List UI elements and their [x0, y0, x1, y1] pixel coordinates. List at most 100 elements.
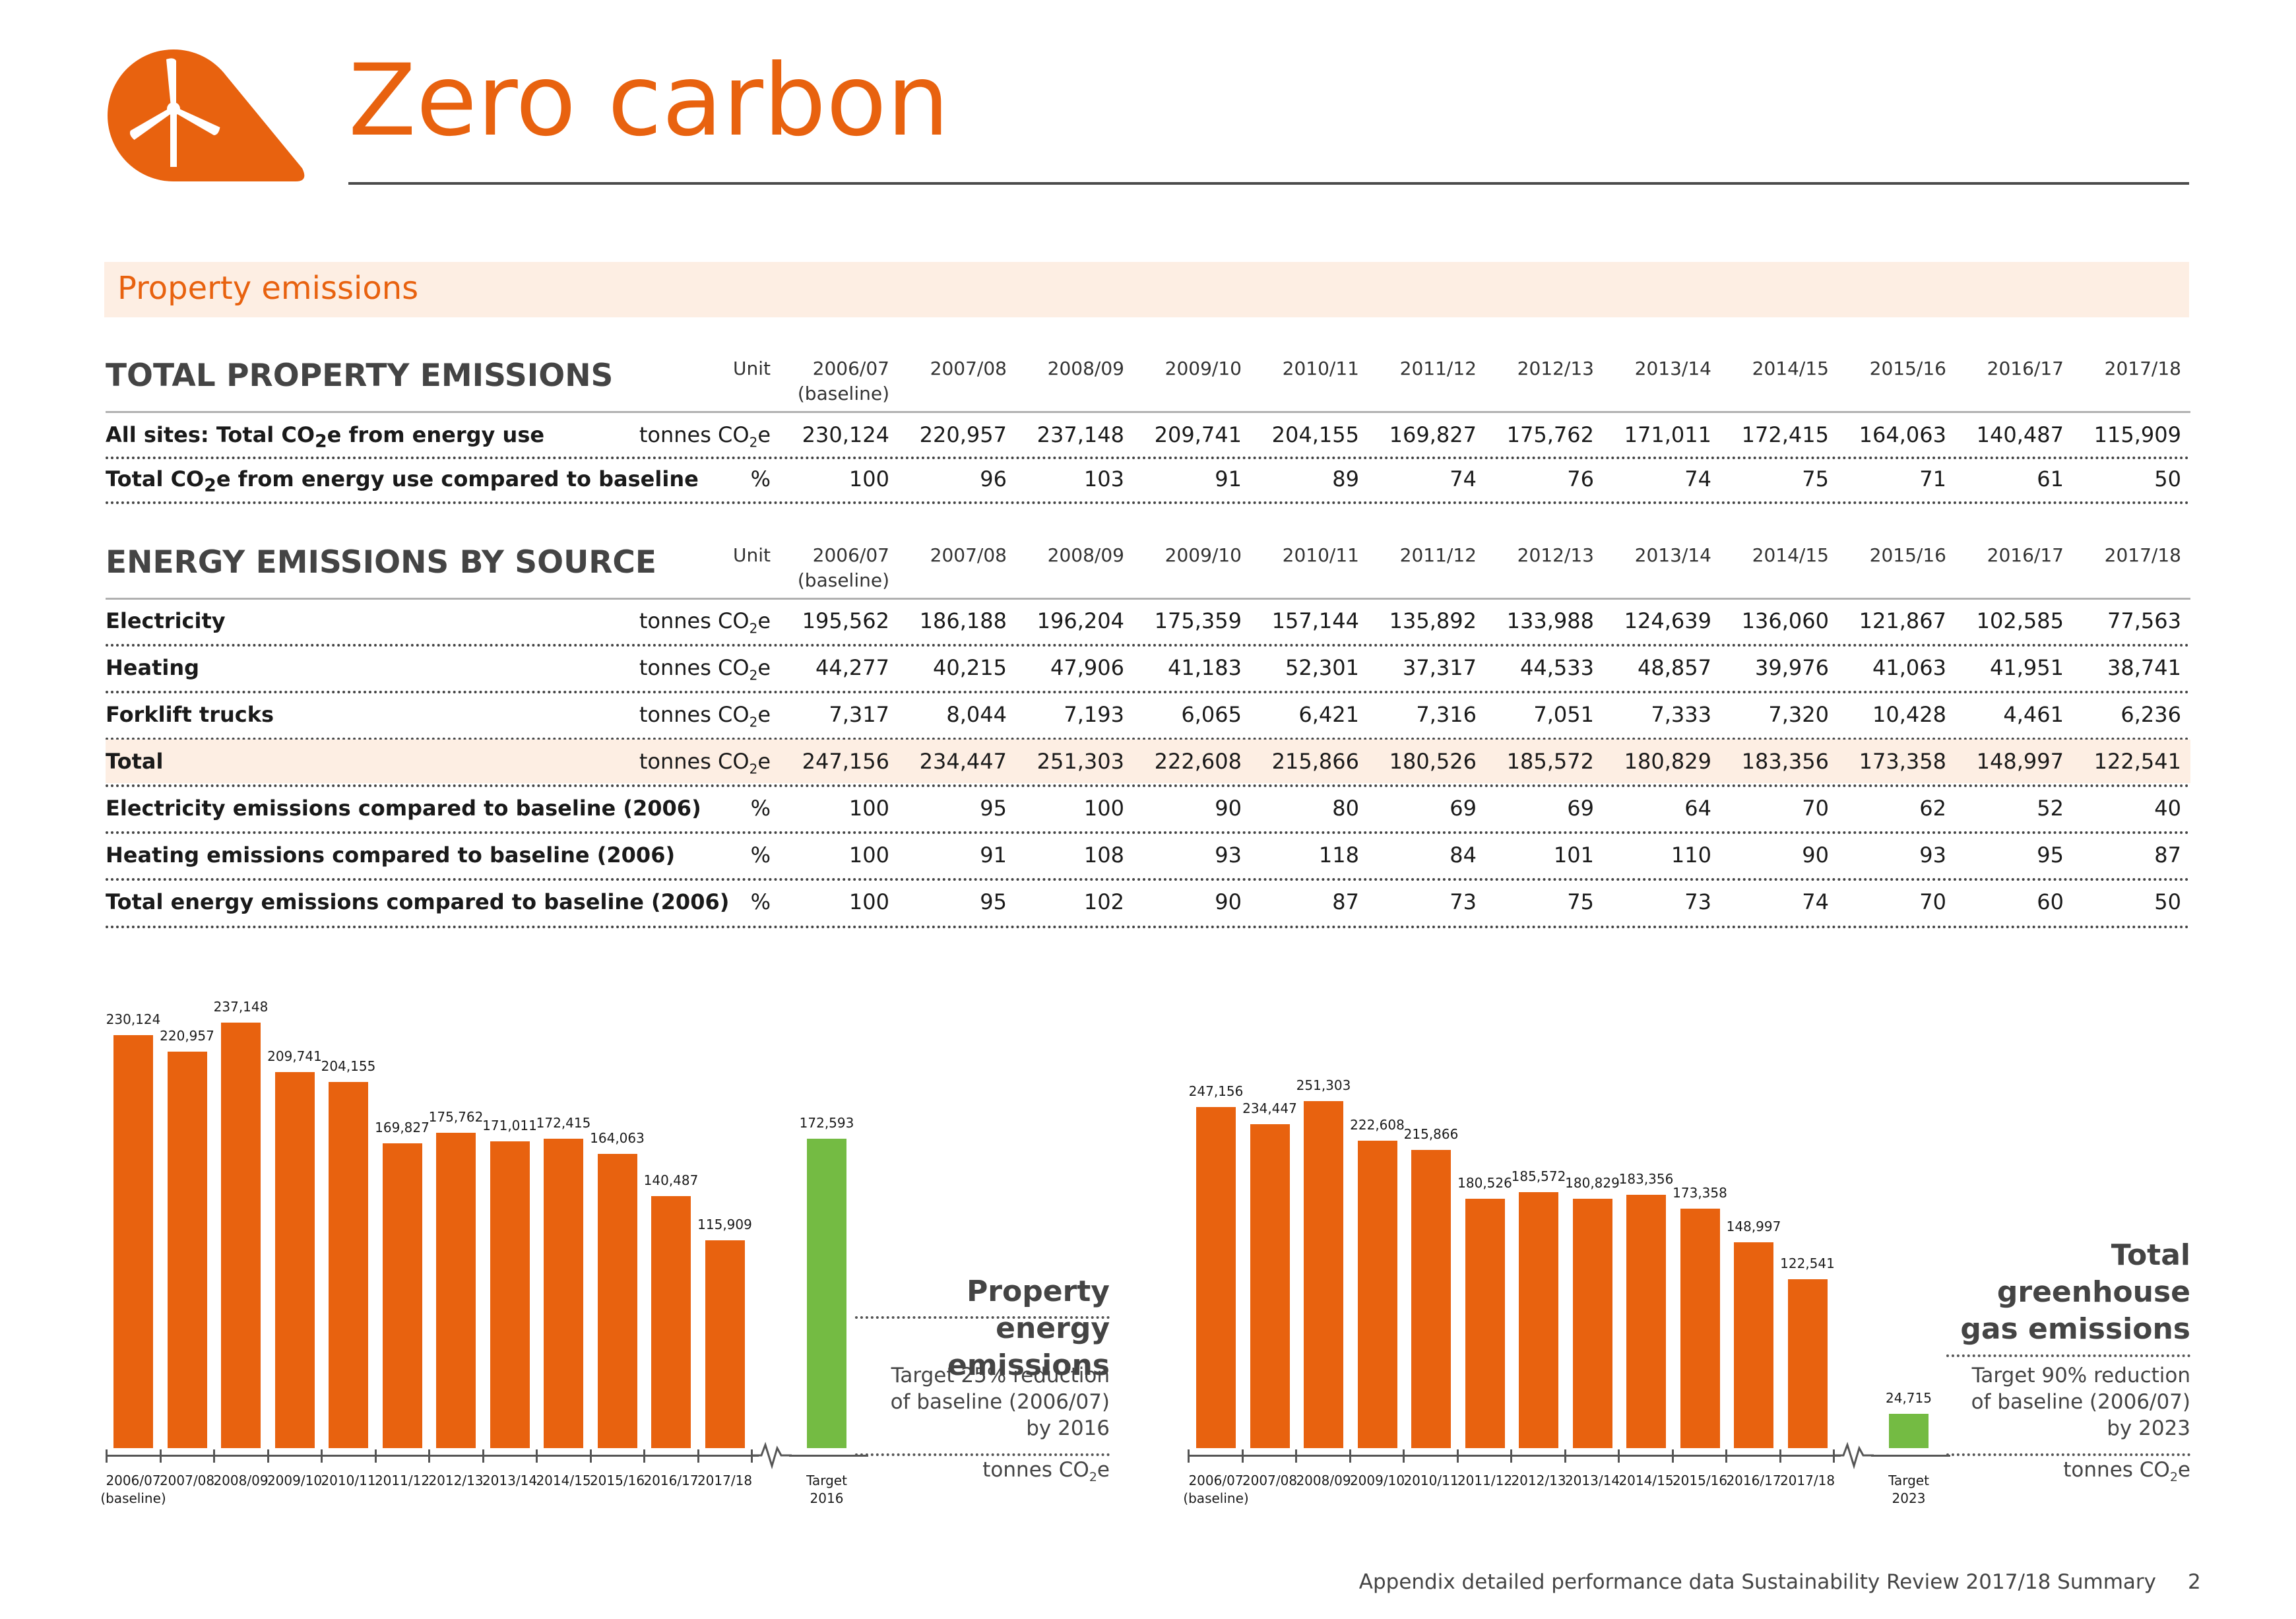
chart-bar	[221, 1023, 261, 1448]
bar-value-label: 215,866	[1403, 1126, 1459, 1143]
table-cell: 169,827	[1389, 422, 1477, 447]
x-tick	[428, 1449, 430, 1463]
x-axis	[1188, 1455, 1841, 1457]
table-cell: 71	[1919, 466, 1946, 492]
table-cell: 39,976	[1755, 655, 1829, 680]
row-divider	[106, 691, 2190, 693]
table-cell: 69	[1567, 796, 1594, 821]
table-title: TOTAL PROPERTY EMISSIONS	[106, 358, 614, 394]
table-cell: 180,526	[1389, 749, 1477, 774]
row-label: Total	[106, 749, 164, 774]
year-header: 2014/15	[1752, 544, 1829, 566]
page-title: Zero carbon	[348, 44, 949, 158]
table-cell: 102,585	[1976, 608, 2064, 633]
bar-value-label: 180,526	[1457, 1175, 1512, 1191]
bar-value-label: 173,358	[1673, 1185, 1727, 1201]
year-header: 2013/14	[1634, 358, 1711, 379]
bar-value-label: 148,997	[1726, 1219, 1781, 1235]
year-header: 2007/08	[930, 544, 1007, 566]
table-cell: 7,317	[829, 702, 889, 727]
x-tick	[697, 1449, 699, 1463]
table-cell: 133,988	[1506, 608, 1594, 633]
bar-value-label: 222,608	[1350, 1117, 1405, 1133]
table-cell: 121,867	[1859, 608, 1946, 633]
section-title: Property emissions	[117, 270, 419, 307]
chart-bar	[651, 1195, 691, 1448]
table-cell: 122,541	[2093, 749, 2181, 774]
x-tick-label: 2013/14	[482, 1473, 538, 1488]
table-cell: 95	[980, 796, 1007, 821]
chart-bar	[1411, 1150, 1451, 1448]
bar-value-label: 220,957	[160, 1028, 214, 1044]
year-header: 2012/13	[1517, 544, 1594, 566]
row-divider	[106, 784, 2190, 787]
table-cell: 7,051	[1533, 702, 1594, 727]
unit-divider	[855, 1453, 1110, 1456]
x-tick-label: 2015/16	[589, 1473, 645, 1488]
chart-description: Target 90% reduction of baseline (2006/0…	[1971, 1364, 2190, 1440]
row-unit: tonnes CO2e	[639, 702, 771, 730]
x-tick	[1295, 1449, 1297, 1463]
target-value-label: 24,715	[1886, 1390, 1932, 1407]
x-tick-label: 2012/13	[1511, 1473, 1566, 1488]
chart-bar	[1196, 1106, 1236, 1448]
table-cell: 70	[1802, 796, 1829, 821]
table-cell: 93	[1215, 842, 1242, 868]
x-tick	[643, 1449, 645, 1463]
table-title: ENERGY EMISSIONS BY SOURCE	[106, 544, 657, 581]
table-cell: 6,421	[1298, 702, 1359, 727]
table-cell: 50	[2154, 889, 2181, 914]
row-unit: tonnes CO2e	[639, 608, 771, 637]
table-cell: 52	[2037, 796, 2064, 821]
x-tick	[1779, 1449, 1781, 1463]
table-cell: 215,866	[1271, 749, 1359, 774]
table-cell: 100	[848, 796, 889, 821]
bar-value-label: 237,148	[213, 999, 269, 1015]
chart-unit: tonnes CO2e	[2063, 1458, 2190, 1485]
row-unit: %	[750, 889, 771, 914]
row-divider	[106, 738, 2190, 740]
table-cell: 41,063	[1872, 655, 1946, 680]
chart-bar	[113, 1035, 153, 1448]
row-divider	[106, 501, 2190, 504]
x-tick-label: 2011/12	[374, 1473, 430, 1488]
chart-bar	[382, 1143, 422, 1448]
x-axis-target	[789, 1455, 868, 1457]
table-cell: 180,829	[1624, 749, 1711, 774]
table-cell: 87	[1332, 889, 1359, 914]
table-cell: 157,144	[1271, 608, 1359, 633]
table-cell: 87	[2154, 842, 2181, 868]
table-cell: 100	[1083, 796, 1124, 821]
x-tick-label: 2009/10	[1349, 1473, 1405, 1488]
axis-break	[752, 1442, 792, 1470]
chart-bar	[274, 1071, 315, 1448]
year-header: 2015/16	[1869, 358, 1946, 379]
table-cell: 183,356	[1741, 749, 1829, 774]
table-cell: 100	[848, 466, 889, 492]
row-unit: %	[750, 842, 771, 868]
table-cell: 75	[1802, 466, 1829, 492]
footer-text: Appendix detailed performance data Susta…	[1358, 1570, 2156, 1594]
x-tick	[1241, 1449, 1244, 1463]
x-tick-label: 2012/13	[428, 1473, 484, 1488]
table-cell: 6,236	[2121, 702, 2181, 727]
x-tick-label: 2010/11	[1403, 1473, 1459, 1488]
row-unit: tonnes CO2e	[639, 655, 771, 683]
bar-value-label: 175,762	[428, 1108, 484, 1125]
chart-bar	[1572, 1198, 1612, 1448]
year-header: 2011/12	[1399, 358, 1477, 379]
wind-turbine-icon	[108, 49, 305, 181]
row-divider	[106, 926, 2190, 928]
table-cell: 115,909	[2093, 422, 2181, 447]
table-cell: 101	[1553, 842, 1594, 868]
table-cell: 89	[1332, 466, 1359, 492]
table-cell: 41,183	[1168, 655, 1242, 680]
table-cell: 76	[1567, 466, 1594, 492]
table-cell: 4,461	[2003, 702, 2064, 727]
table-cell: 251,303	[1036, 749, 1124, 774]
x-tick-label: 2008/09	[213, 1473, 269, 1488]
bar-value-label: 204,155	[321, 1058, 376, 1074]
x-tick-label: 2006/07 (baseline)	[100, 1473, 166, 1506]
table-cell: 47,906	[1050, 655, 1124, 680]
x-tick	[1403, 1449, 1405, 1463]
